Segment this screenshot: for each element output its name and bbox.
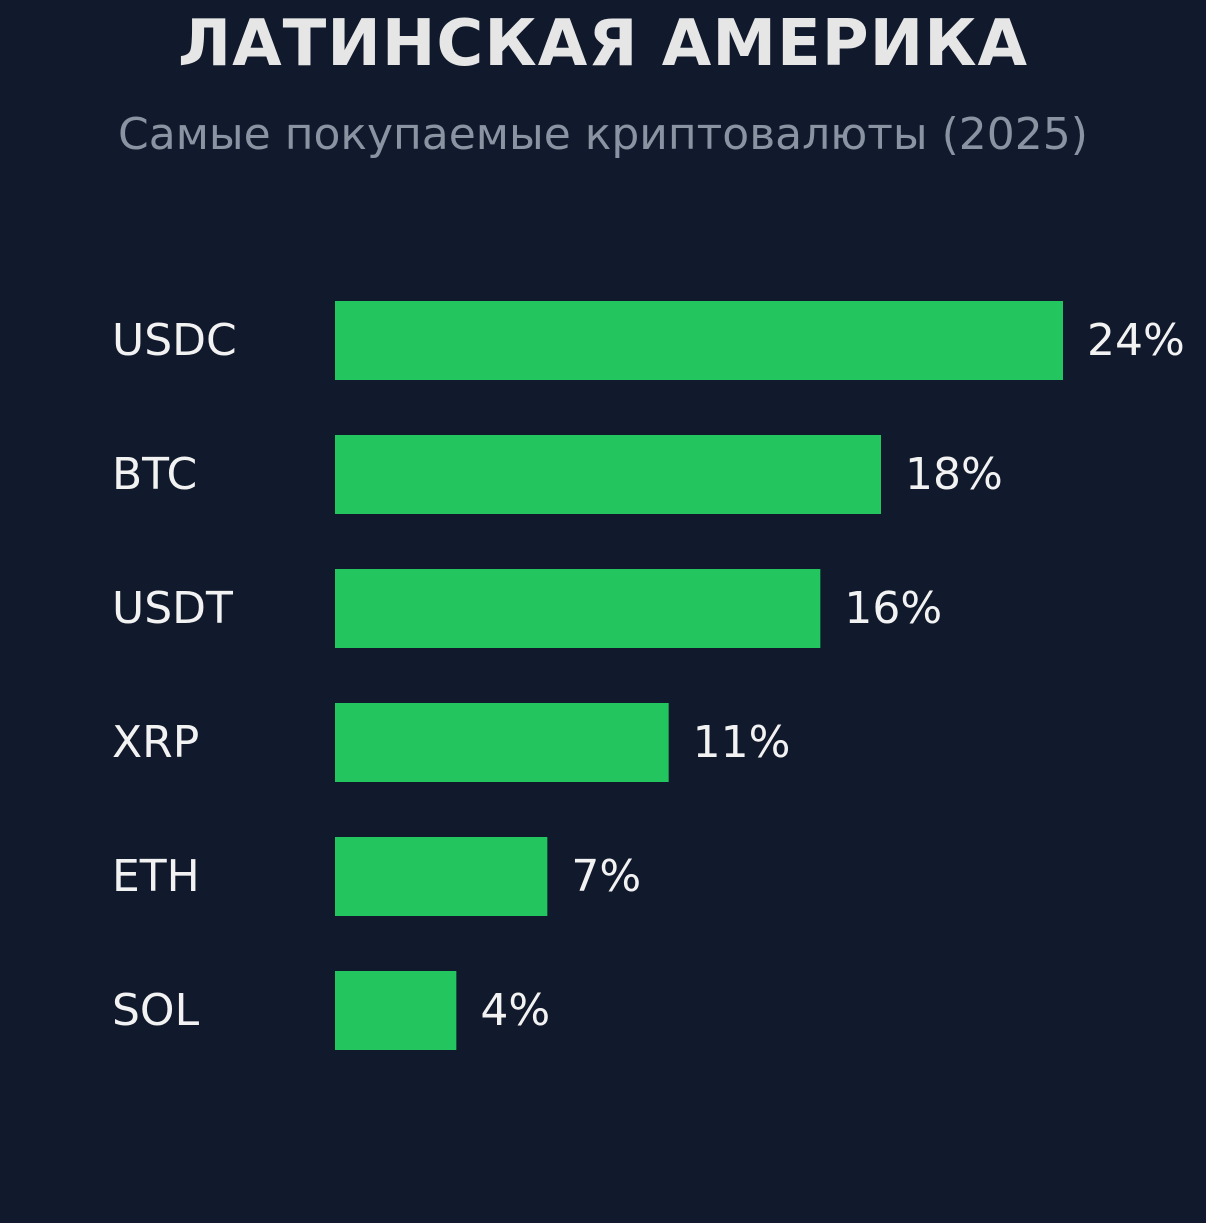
bar-xrp	[335, 703, 669, 782]
category-label-btc: BTC	[112, 449, 197, 500]
value-label-btc: 18%	[905, 449, 1003, 500]
bar-eth	[335, 837, 548, 916]
category-label-usdc: USDC	[112, 315, 237, 366]
value-label-usdc: 24%	[1087, 315, 1185, 366]
value-label-usdt: 16%	[844, 583, 942, 634]
category-label-eth: ETH	[112, 851, 200, 902]
category-label-sol: SOL	[112, 985, 200, 1036]
category-label-usdt: USDT	[112, 583, 233, 634]
value-label-xrp: 11%	[693, 717, 791, 768]
value-label-eth: 7%	[571, 851, 641, 902]
category-label-xrp: XRP	[112, 717, 199, 768]
bar-usdt	[335, 569, 821, 648]
chart-subtitle: Самые покупаемые криптовалюты (2025)	[118, 109, 1088, 160]
bar-usdc	[335, 301, 1063, 380]
chart-title: ЛАТИНСКАЯ АМЕРИКА	[177, 7, 1029, 81]
bar-sol	[335, 971, 457, 1050]
bar-btc	[335, 435, 881, 514]
value-label-sol: 4%	[480, 985, 550, 1036]
